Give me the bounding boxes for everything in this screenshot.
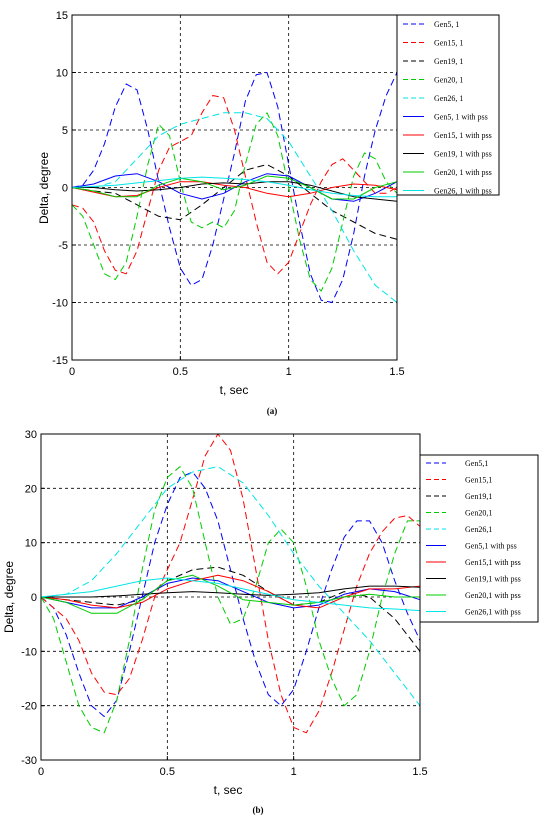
legend-label: Gen20,1 with pss [465,591,521,600]
series-line-5 [72,112,398,303]
y-tick-label: 0 [62,183,68,195]
y-tick-label: 5 [62,125,68,137]
chart-b: 0 0.5 1 1.5 30 20 10 0 -10 -20 -30 Gen5,1 Gen15,1 Gen… [2,429,539,815]
y-axis-label: Delta, degree [37,152,51,224]
legend-label: Gen20, 1 [434,76,463,85]
legend-label: Gen26,1 with pss [465,608,521,617]
y-tick-label: -15 [52,355,68,367]
figure-caption: (a) [267,406,278,416]
y-tick-label: 10 [56,68,68,80]
series-line-2 [40,433,421,734]
legend-box [419,454,539,623]
legend-label: Gen19, 1 with pss [434,150,492,159]
series-line-7 [40,574,421,609]
legend-label: Gen15,1 [465,476,492,485]
legend-label: Gen26,1 [465,525,492,534]
legend-label: Gen15, 1 with pss [434,131,492,140]
y-axis-label: Delta, degree [2,561,16,633]
y-tick-label: -10 [52,298,68,310]
x-tick-label: 0 [69,366,75,378]
x-tick-label: 1.5 [389,366,404,378]
y-tick-label: -10 [21,646,37,658]
legend-label: Gen26, 1 with pss [434,187,492,196]
legend-label: Gen15, 1 [434,39,463,48]
series-line-3 [40,566,421,652]
legend-label: Gen5, 1 with pss [434,113,488,122]
x-axis-label: t, sec [214,783,243,797]
y-tick-label: 15 [56,10,68,22]
x-tick-label: 0.5 [160,766,175,778]
plot-area [40,433,421,761]
series-line-4 [40,466,420,734]
series-line-7 [71,181,398,198]
legend-label: Gen20, 1 with pss [434,168,492,177]
series-line-10 [71,176,397,198]
y-tick-label: 30 [25,429,37,441]
y-tick-label: -5 [58,240,68,252]
legend-label: Gen15,1 with pss [465,558,521,567]
legend-label: Gen5, 1 [434,20,459,29]
legend-box [396,14,500,196]
legend-label: Gen5,1 with pss [465,542,517,551]
x-tick-label: 0.5 [173,366,188,378]
x-tick-label: 1.5 [412,766,427,778]
series-line-9 [71,175,398,200]
x-tick-label: 1 [291,766,297,778]
y-tick-label: 20 [25,483,37,495]
series-line-4 [71,112,398,292]
legend-label: Gen19, 1 [434,57,463,66]
chart-a: 0 0.5 1 1.5 15 10 5 0 -5 -10 -15 Gen5, 1 Gen15, 1 Gen… [37,10,500,416]
y-tick-label: 0 [31,592,37,604]
legend-label: Gen20,1 [465,509,492,518]
series-line-9 [40,574,420,614]
series-line-10 [40,577,421,612]
y-tick-label: 10 [25,538,37,550]
series-line-1 [71,72,398,303]
series-line-5 [40,466,421,707]
y-tick-label: -30 [21,755,37,767]
y-tick-label: -20 [21,701,37,713]
series-line-2 [71,95,398,275]
x-axis-label: t, sec [220,383,249,397]
figure-caption: (b) [253,805,264,815]
series-line-8 [41,585,421,598]
legend-label: Gen26, 1 [434,94,463,103]
series-line-1 [40,471,421,717]
legend-label: Gen5,1 [465,459,488,468]
x-tick-label: 1 [286,366,292,378]
legend-label: Gen19,1 [465,492,492,501]
x-tick-label: 0 [38,766,44,778]
series-line-8 [72,181,398,202]
legend-label: Gen19,1 with pss [465,575,521,584]
